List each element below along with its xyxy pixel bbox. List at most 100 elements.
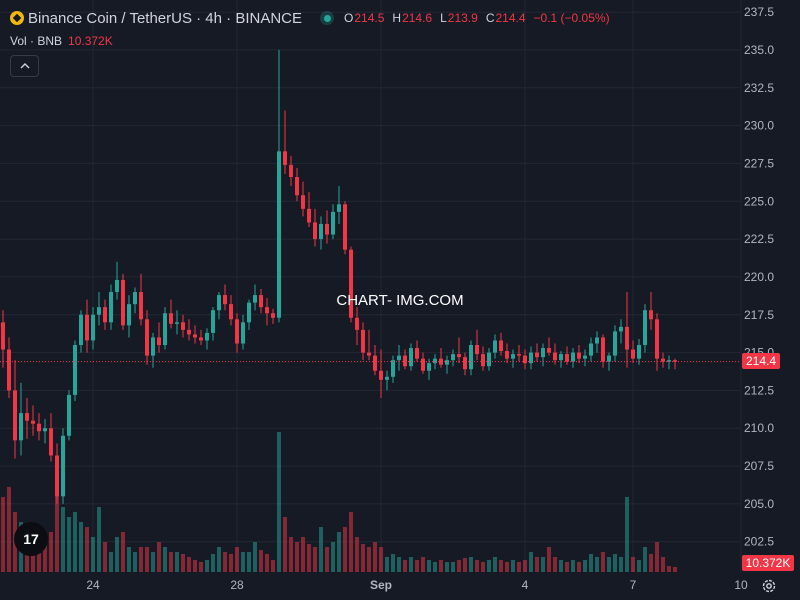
volume-bar — [541, 557, 545, 572]
candle-body — [433, 358, 437, 364]
volume-bar — [307, 544, 311, 572]
volume-bar — [169, 552, 173, 572]
collapse-legend-button[interactable] — [10, 55, 39, 77]
volume-bar — [241, 552, 245, 572]
volume-bar — [115, 537, 119, 572]
time-axis[interactable]: 24 28 Sep 4 7 10 — [86, 578, 748, 592]
candle-body — [181, 322, 185, 330]
open-label: O — [344, 11, 354, 25]
candle-body — [325, 223, 329, 235]
legend-header: Binance Coin / TetherUS · 4h · BINANCE O… — [10, 8, 610, 28]
candle-body — [445, 360, 449, 365]
price-tick-label: 217.5 — [744, 308, 774, 322]
price-tick-label: 212.5 — [744, 383, 774, 397]
volume-bar — [487, 560, 491, 572]
volume-bar — [373, 542, 377, 572]
candle-body — [637, 345, 641, 359]
market-status-icon[interactable] — [320, 11, 335, 25]
candle-body — [463, 357, 467, 370]
volume-bar — [223, 552, 227, 572]
volume-bar — [457, 560, 461, 572]
symbol-title[interactable]: Binance Coin / TetherUS · 4h · BINANCE — [28, 9, 303, 27]
candle-body — [607, 355, 611, 362]
volume-bar — [295, 542, 299, 572]
candle-body — [235, 319, 239, 344]
candle-body — [397, 355, 401, 361]
candle-body — [583, 355, 587, 359]
price-axis[interactable]: 202.5205.0207.5210.0212.5215.0217.5220.0… — [744, 5, 774, 549]
volume-bar — [577, 562, 581, 572]
volume-bar — [181, 554, 185, 572]
volume-badge: 10.372K — [746, 556, 791, 570]
candles — [1, 49, 677, 504]
price-badge-bg — [742, 353, 780, 369]
candle-body — [487, 352, 491, 367]
volume-bar — [235, 547, 239, 572]
candle-body — [613, 331, 617, 356]
candle-body — [421, 358, 425, 371]
volume-bar — [79, 522, 83, 572]
candle-body — [457, 354, 461, 358]
candle-body — [103, 307, 107, 323]
candle-body — [409, 348, 413, 367]
volume-bar — [283, 517, 287, 572]
candle-body — [571, 352, 575, 362]
candle-body — [337, 204, 341, 212]
volume-bar — [277, 432, 281, 572]
volume-bar — [517, 562, 521, 572]
candle-body — [559, 354, 563, 361]
volume-bar — [253, 542, 257, 572]
candle-body — [481, 354, 485, 367]
volume-bar — [319, 527, 323, 572]
volume-bar — [265, 554, 269, 572]
candle-body — [49, 428, 53, 456]
candle-body — [601, 337, 605, 362]
volume-bar — [625, 497, 629, 572]
candle-body — [109, 292, 113, 323]
price-tick-label: 207.5 — [744, 459, 774, 473]
candle-body — [217, 295, 221, 311]
volume-bar — [133, 552, 137, 572]
volume-bar — [73, 512, 77, 572]
candle-body — [625, 326, 629, 350]
volume-bar — [337, 532, 341, 572]
volume-bar — [325, 547, 329, 572]
volume-bar — [61, 507, 65, 572]
price-tick-label: 227.5 — [744, 156, 774, 170]
candle-body — [13, 390, 17, 441]
price-tick-label: 225.0 — [744, 194, 774, 208]
candle-body — [403, 355, 407, 367]
candle-body — [91, 314, 95, 341]
volume-bar — [271, 560, 275, 572]
candle-body — [361, 329, 365, 353]
volume-bars — [1, 432, 677, 572]
time-tick-label: 28 — [230, 578, 244, 592]
volume-bar — [631, 557, 635, 572]
change-value: −0.1 (−0.05%) — [533, 11, 610, 25]
volume-bar — [559, 560, 563, 572]
volume-bar — [259, 550, 263, 572]
candle-body — [595, 337, 599, 344]
volume-bar — [469, 557, 473, 572]
price-tick-label: 232.5 — [744, 81, 774, 95]
volume-bar — [409, 557, 413, 572]
volume-bar — [595, 557, 599, 572]
tradingview-logo-icon[interactable]: 17 — [14, 522, 48, 556]
candle-body — [259, 295, 263, 308]
candle-body — [349, 249, 353, 318]
candle-body — [187, 329, 191, 335]
gear-icon[interactable] — [761, 578, 777, 594]
volume-bar — [121, 532, 125, 572]
volume-bar — [649, 554, 653, 572]
volume-bar — [493, 557, 497, 572]
volume-bar — [85, 527, 89, 572]
candle-body — [229, 304, 233, 320]
candle-body — [553, 352, 557, 361]
volume-bar — [55, 482, 59, 572]
candle-body — [145, 319, 149, 356]
candle-body — [511, 354, 515, 359]
candle-body — [343, 204, 347, 250]
volume-bar — [481, 562, 485, 572]
volume-bar — [439, 560, 443, 572]
